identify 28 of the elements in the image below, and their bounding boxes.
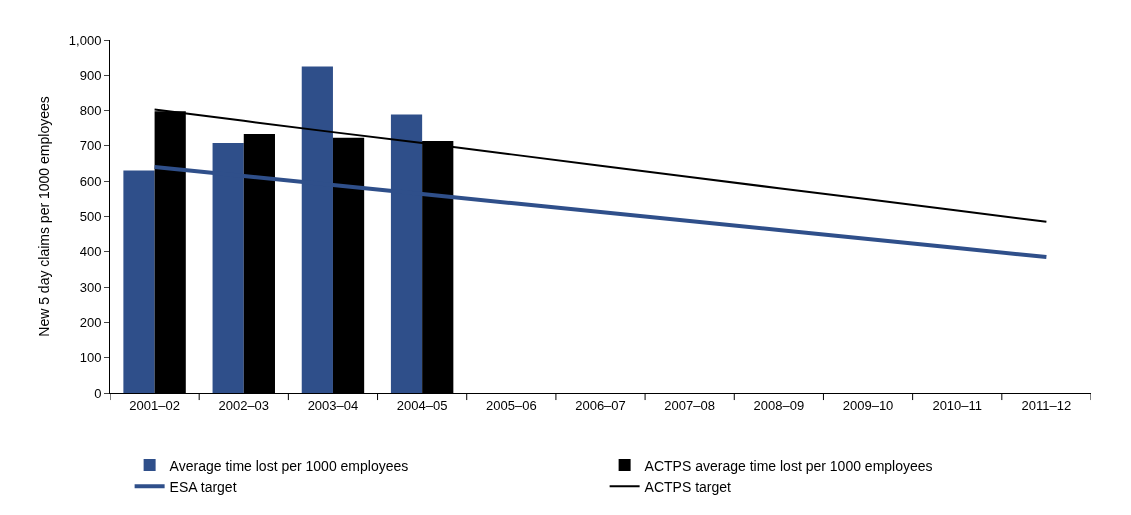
bar — [123, 170, 155, 393]
y-axis-title: New 5 day claims per 1000 employees — [36, 96, 53, 337]
x-tick-label: 2006–07 — [575, 397, 626, 413]
x-tick-label: 2003–04 — [307, 397, 359, 413]
legend-label: Average time lost per 1000 employees — [169, 457, 409, 474]
x-tick-label: 2005–06 — [486, 397, 537, 413]
x-tick-label: 2011–12 — [1021, 397, 1072, 413]
y-tick-label: 400 — [79, 244, 102, 260]
legend-label: ACTPS average time lost per 1000 employees — [644, 457, 933, 474]
x-tick-label: 2002–03 — [218, 397, 270, 413]
y-tick-label: 1,000 — [68, 32, 102, 48]
y-tick-label: 700 — [79, 138, 102, 154]
y-tick-label: 900 — [79, 67, 102, 83]
legend-label: ACTPS target — [644, 478, 732, 495]
y-tick-label: 0 — [94, 385, 102, 401]
y-tick-label: 800 — [79, 103, 102, 119]
y-tick-label: 500 — [79, 209, 102, 225]
x-tick-label: 2008–09 — [753, 397, 805, 413]
y-tick-label: 300 — [79, 279, 102, 295]
x-tick-label: 2007–08 — [664, 397, 715, 413]
x-tick-label: 2004–05 — [396, 397, 448, 413]
legend-label: ESA target — [169, 478, 237, 495]
y-tick-label: 200 — [79, 314, 102, 330]
y-tick-label: 600 — [79, 173, 102, 189]
x-tick-label: 2010–11 — [932, 397, 983, 413]
x-tick-label: 2001–02 — [129, 397, 180, 413]
x-tick-label: 2009–10 — [842, 397, 894, 413]
y-tick-label: 100 — [79, 350, 102, 366]
